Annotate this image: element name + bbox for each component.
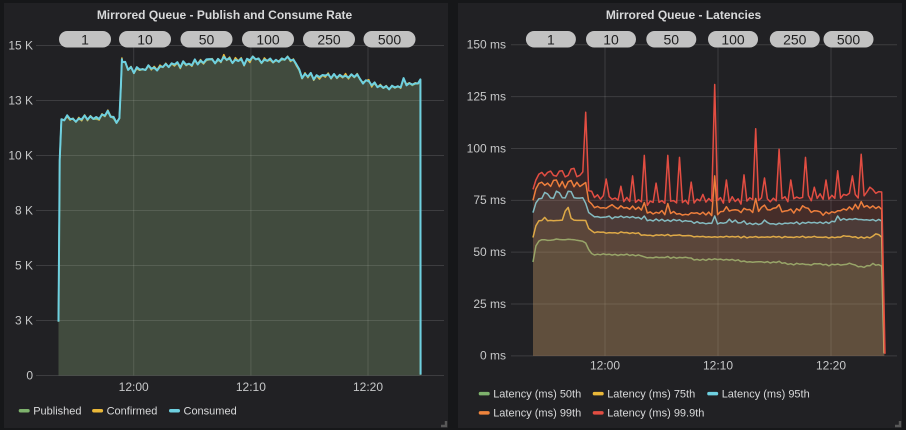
svg-text:8 K: 8 K [15,203,33,217]
svg-text:Mirrored Queue - Latencies: Mirrored Queue - Latencies [606,8,762,22]
svg-text:12:20: 12:20 [353,380,383,394]
svg-text:12:20: 12:20 [816,359,846,373]
svg-text:Published: Published [33,405,81,417]
svg-text:25 ms: 25 ms [473,297,506,311]
svg-text:500: 500 [378,31,402,47]
svg-text:Mirrored Queue - Publish and C: Mirrored Queue - Publish and Consume Rat… [97,8,353,22]
svg-text:0: 0 [26,368,33,382]
svg-text:50: 50 [664,31,680,47]
svg-text:5 K: 5 K [15,258,33,272]
svg-text:Latency (ms) 99th: Latency (ms) 99th [493,408,581,420]
svg-text:250: 250 [317,31,341,47]
svg-text:75 ms: 75 ms [473,193,506,207]
svg-text:10 K: 10 K [8,148,33,162]
svg-text:Latency (ms) 75th: Latency (ms) 75th [607,388,695,400]
svg-text:3 K: 3 K [15,313,33,327]
svg-text:50 ms: 50 ms [473,245,506,259]
svg-text:10: 10 [137,31,153,47]
svg-text:100 ms: 100 ms [467,141,506,155]
svg-text:Latency (ms) 99.9th: Latency (ms) 99.9th [607,408,704,420]
svg-text:500: 500 [837,31,861,47]
svg-text:15 K: 15 K [8,38,33,52]
svg-text:150 ms: 150 ms [467,38,506,52]
svg-text:12:10: 12:10 [703,359,733,373]
svg-text:0 ms: 0 ms [480,349,506,363]
svg-text:Consumed: Consumed [184,405,237,417]
svg-text:250: 250 [783,31,807,47]
svg-text:125 ms: 125 ms [467,89,506,103]
svg-text:10: 10 [603,31,619,47]
svg-text:1: 1 [547,31,555,47]
svg-text:Latency (ms) 50th: Latency (ms) 50th [493,388,581,400]
svg-text:Confirmed: Confirmed [107,405,158,417]
svg-text:Latency (ms) 95th: Latency (ms) 95th [722,388,810,400]
svg-text:13 K: 13 K [8,93,33,107]
svg-text:100: 100 [256,31,280,47]
svg-text:50: 50 [199,31,215,47]
svg-text:1: 1 [81,31,89,47]
svg-text:100: 100 [721,31,745,47]
svg-text:12:00: 12:00 [119,380,149,394]
svg-text:12:10: 12:10 [236,380,266,394]
svg-text:12:00: 12:00 [590,359,620,373]
